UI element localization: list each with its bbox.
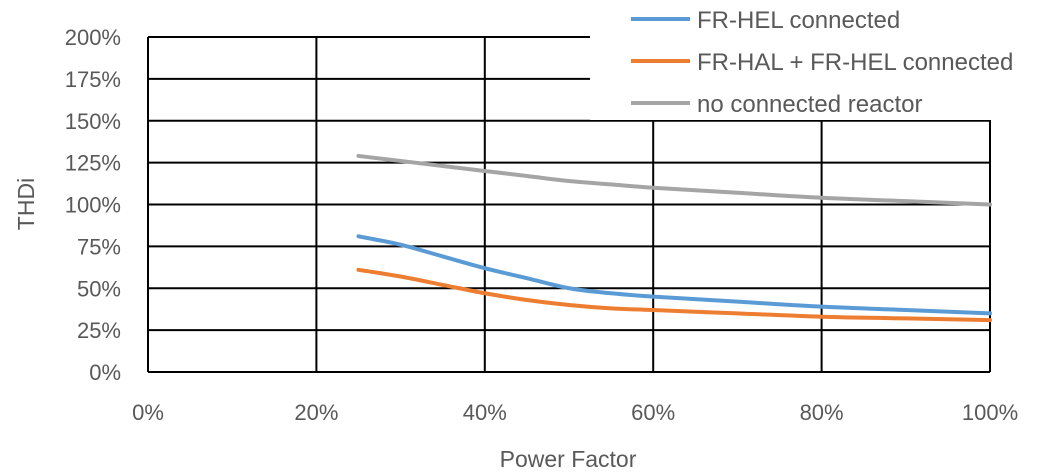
legend: FR-HEL connected FR-HAL + FR-HEL connect… <box>590 0 1054 120</box>
legend-item-fr-hel: FR-HEL connected <box>631 7 900 34</box>
series-lines <box>356 153 992 323</box>
x-tick-label: 20% <box>294 400 338 425</box>
x-axis-title: Power Factor <box>500 446 637 472</box>
x-tick-label: 60% <box>631 400 675 425</box>
x-tick-label: 80% <box>800 400 844 425</box>
legend-label-fr-hel: FR-HEL connected <box>697 7 900 34</box>
y-tick-label: 200% <box>65 25 121 50</box>
y-tick-label: 25% <box>77 318 121 343</box>
x-tick-label: 40% <box>463 400 507 425</box>
series-line-fr-hel-connected <box>356 234 992 316</box>
x-tick-label: 100% <box>962 400 1018 425</box>
legend-label-no-reactor: no connected reactor <box>697 91 922 118</box>
legend-item-no-reactor: no connected reactor <box>631 91 922 118</box>
y-axis-ticks: 0% 25% 50% 75% 100% 125% 150% 175% 200% <box>65 25 121 385</box>
x-tick-label: 0% <box>132 400 164 425</box>
y-tick-label: 50% <box>77 276 121 301</box>
y-axis-title: THDi <box>13 178 39 230</box>
legend-label-fr-hal-fr-hel: FR-HAL + FR-HEL connected <box>697 49 1013 76</box>
legend-item-fr-hal-fr-hel: FR-HAL + FR-HEL connected <box>631 49 1013 76</box>
y-tick-label: 125% <box>65 151 121 176</box>
y-tick-label: 150% <box>65 109 121 134</box>
x-axis-ticks: 0% 20% 40% 60% 80% 100% <box>132 400 1018 425</box>
series-line-no-connected-reactor <box>356 153 992 207</box>
y-tick-label: 0% <box>89 360 121 385</box>
series-line-fr-hal-fr-hel-connected <box>356 267 992 323</box>
y-tick-label: 75% <box>77 234 121 259</box>
y-tick-label: 175% <box>65 67 121 92</box>
y-tick-label: 100% <box>65 193 121 218</box>
